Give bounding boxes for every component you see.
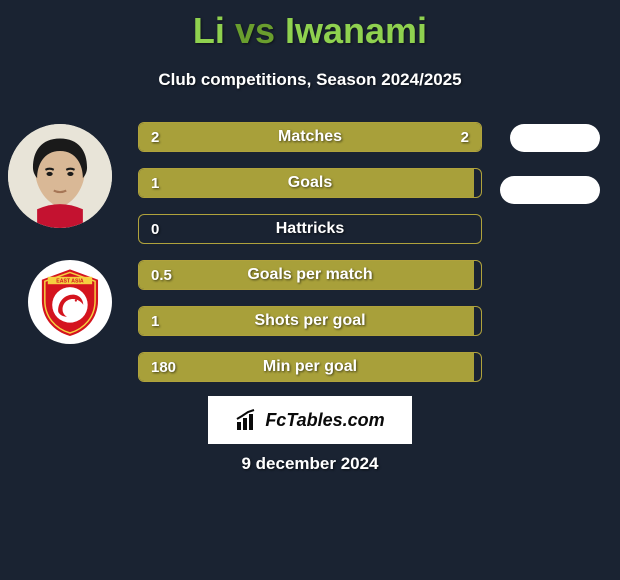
- stat-label: Matches: [139, 123, 481, 151]
- player1-name: Li: [193, 10, 225, 51]
- stat-label: Hattricks: [139, 215, 481, 243]
- svg-text:EAST ASIA: EAST ASIA: [56, 279, 84, 285]
- site-logo-text: FcTables.com: [265, 410, 384, 431]
- stat-label: Goals: [139, 169, 481, 197]
- player2-avatar-placeholder: [510, 124, 600, 152]
- player1-avatar: [8, 124, 112, 228]
- stat-value-right: 2: [461, 123, 469, 151]
- player1-club-badge: EAST ASIA: [28, 260, 112, 344]
- player2-club-placeholder: [500, 176, 600, 204]
- stat-row: 0.5Goals per match: [138, 260, 482, 290]
- comparison-title: Li vs Iwanami: [0, 0, 620, 52]
- stat-row: 1Goals: [138, 168, 482, 198]
- stat-row: 1Shots per goal: [138, 306, 482, 336]
- stat-row: 180Min per goal: [138, 352, 482, 382]
- site-logo: FcTables.com: [208, 396, 412, 444]
- stat-row: 2Matches2: [138, 122, 482, 152]
- player-head-icon: [8, 124, 112, 228]
- chart-bars-icon: [235, 408, 259, 432]
- stat-label: Min per goal: [139, 353, 481, 381]
- club-crest-icon: EAST ASIA: [33, 265, 107, 339]
- subtitle: Club competitions, Season 2024/2025: [0, 70, 620, 90]
- stat-label: Goals per match: [139, 261, 481, 289]
- comparison-date: 9 december 2024: [0, 454, 620, 474]
- player2-name: Iwanami: [285, 10, 427, 51]
- stat-label: Shots per goal: [139, 307, 481, 335]
- stats-bars: 2Matches2 1Goals 0Hattricks 0.5Goals per ma…: [138, 122, 482, 398]
- vs-text: vs: [235, 10, 275, 51]
- stat-row: 0Hattricks: [138, 214, 482, 244]
